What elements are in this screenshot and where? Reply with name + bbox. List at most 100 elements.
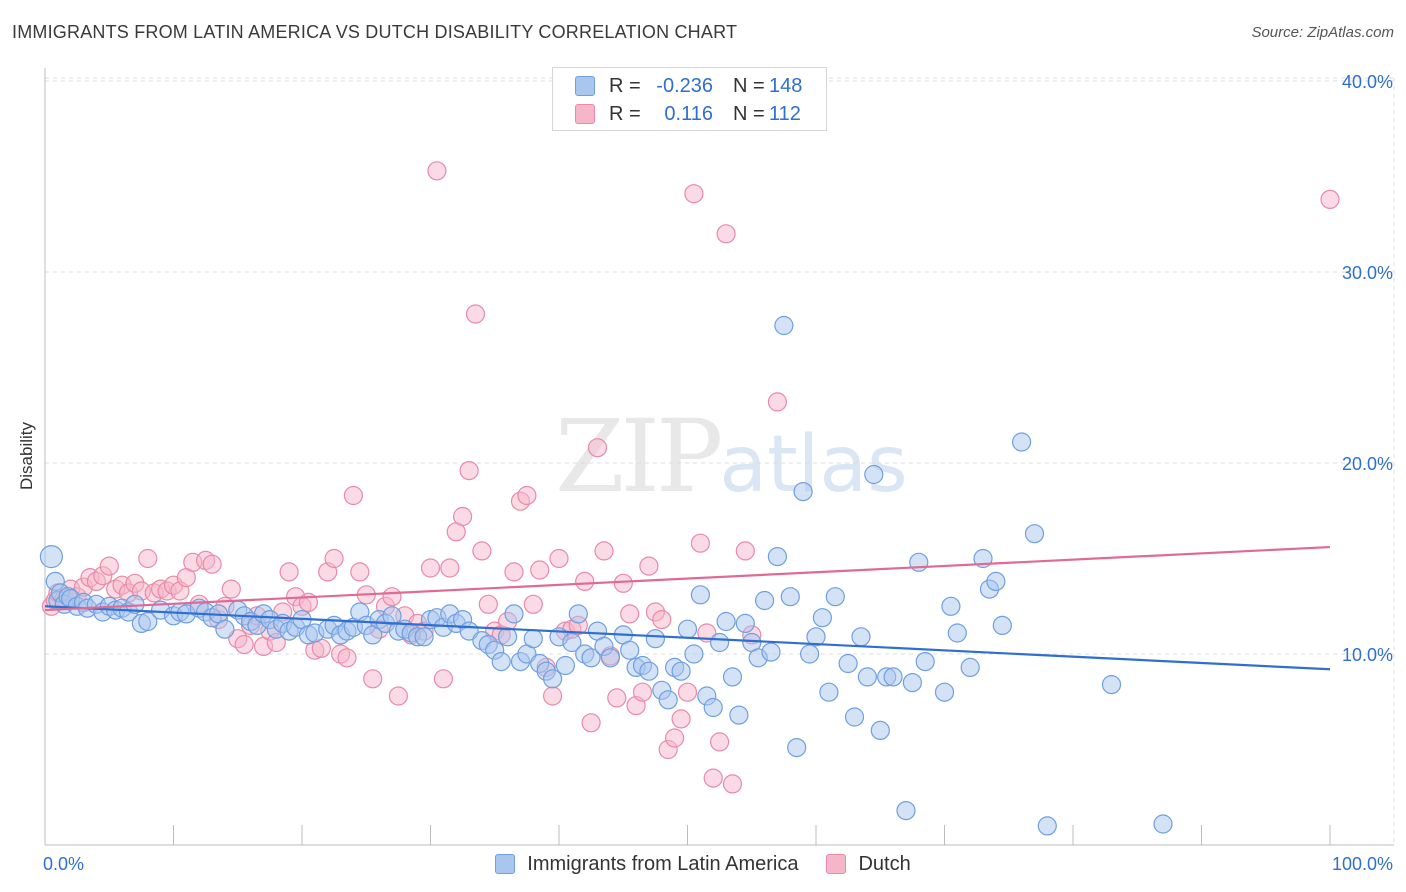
dutch-point [363, 669, 383, 689]
latin-america-point [491, 651, 511, 672]
latin-america-point [902, 672, 923, 693]
latin-america-point [857, 667, 878, 687]
dutch-point [324, 548, 344, 569]
dutch-point [517, 485, 537, 506]
dutch-point [279, 562, 299, 582]
latin-america-point [793, 482, 813, 502]
dutch-point [639, 556, 659, 576]
y-axis-label: Disability [17, 421, 36, 491]
latin-america-point [812, 608, 833, 628]
latin-america-point [1011, 432, 1032, 452]
latin-america-point [761, 642, 781, 662]
latin-america-point [138, 611, 158, 632]
legend-r-label: R = [609, 102, 641, 125]
watermark: ZIPatlas [555, 398, 908, 515]
legend-n-value: 112 [769, 102, 801, 125]
legend-item-dutch[interactable]: Dutch [826, 852, 911, 876]
latin-america-point [851, 627, 871, 647]
latin-america-point [504, 604, 524, 624]
latin-america-point [754, 590, 775, 611]
dutch-point [478, 594, 498, 614]
dutch-point [607, 688, 627, 708]
watermark-atlas: atlas [719, 420, 908, 510]
latin-america-point [600, 648, 621, 668]
latin-america-point [799, 644, 820, 664]
dutch-point [542, 686, 563, 706]
latin-america-point [825, 587, 845, 607]
latin-america-point [896, 800, 916, 821]
dutch-point [234, 634, 254, 655]
dutch-point [465, 304, 486, 324]
latin-america-point [838, 653, 858, 674]
legend-swatch-blue [575, 76, 595, 96]
dutch-point [620, 604, 640, 624]
latin-america-point [735, 613, 755, 634]
dutch-point [433, 669, 453, 689]
legend-item-label: Immigrants from Latin America [527, 852, 799, 875]
latin-america-point [523, 629, 543, 649]
latin-america-point [703, 697, 723, 718]
latin-america-point [645, 629, 666, 649]
dutch-point [202, 554, 222, 574]
dutch-point [388, 686, 408, 706]
legend-row-pink: R = 0.116 N = 112 [575, 102, 801, 126]
dutch-point [472, 541, 492, 561]
series-legend: Immigrants from Latin America Dutch [0, 850, 1406, 878]
dutch-point [671, 709, 691, 729]
latin-america-point [870, 720, 890, 741]
latin-america-point [780, 587, 800, 607]
latin-america-point [864, 464, 884, 485]
latin-america-point [555, 655, 576, 676]
chart-title: IMMIGRANTS FROM LATIN AMERICA VS DUTCH D… [12, 22, 738, 42]
latin-america-point [542, 669, 563, 689]
legend-item-label: Dutch [858, 852, 911, 875]
latin-america-point [639, 661, 659, 681]
latin-america-point [844, 707, 865, 727]
dutch-trendline [44, 545, 1331, 612]
y-tick-label: 20.0% [1342, 454, 1393, 474]
latin-america-point [819, 682, 839, 702]
dutch-point [99, 556, 119, 576]
dutch-point [420, 558, 441, 578]
latin-america-point [915, 651, 935, 672]
latin-america-point [934, 682, 955, 702]
legend-row-blue: R = -0.236 N = 148 [575, 74, 802, 98]
legend-swatch-pink [826, 854, 847, 874]
latin-america-point [39, 544, 64, 569]
dutch-point [523, 594, 543, 614]
dutch-point [453, 506, 473, 527]
latin-america-point [658, 690, 678, 710]
watermark-zip: ZIP [555, 398, 723, 515]
latin-america-point [1037, 816, 1057, 836]
legend-swatch-blue [495, 854, 516, 874]
x-tick-label: 100.0% [1332, 854, 1393, 874]
legend-item-latin-america[interactable]: Immigrants from Latin America [495, 853, 798, 876]
dutch-point [1320, 189, 1340, 209]
dutch-point [337, 648, 357, 668]
latin-america-point [722, 667, 743, 687]
latin-america-point [684, 644, 704, 664]
latin-america-point [498, 627, 518, 647]
latin-america-point [620, 640, 640, 660]
latin-america-point [992, 615, 1012, 636]
latin-america-point [774, 315, 794, 336]
dutch-point [581, 713, 601, 733]
dutch-point [594, 541, 614, 561]
latin-america-point [709, 632, 730, 653]
latin-america-point [414, 627, 434, 647]
y-tick-label: 30.0% [1342, 263, 1393, 283]
dutch-point [459, 461, 479, 481]
dutch-point [350, 562, 370, 582]
y-tick-label: 10.0% [1342, 645, 1393, 665]
dutch-point [664, 728, 685, 748]
dutch-point [530, 560, 550, 580]
x-tick-label: 0.0% [43, 854, 84, 874]
legend-n-label: N = [733, 102, 765, 125]
latin-america-point [787, 737, 807, 758]
dutch-point [677, 682, 698, 702]
latin-america-point [1101, 674, 1122, 695]
latin-america-point [581, 648, 601, 668]
latin-america-trendline [44, 605, 1331, 671]
dutch-point [221, 579, 241, 599]
dutch-point [575, 571, 595, 592]
